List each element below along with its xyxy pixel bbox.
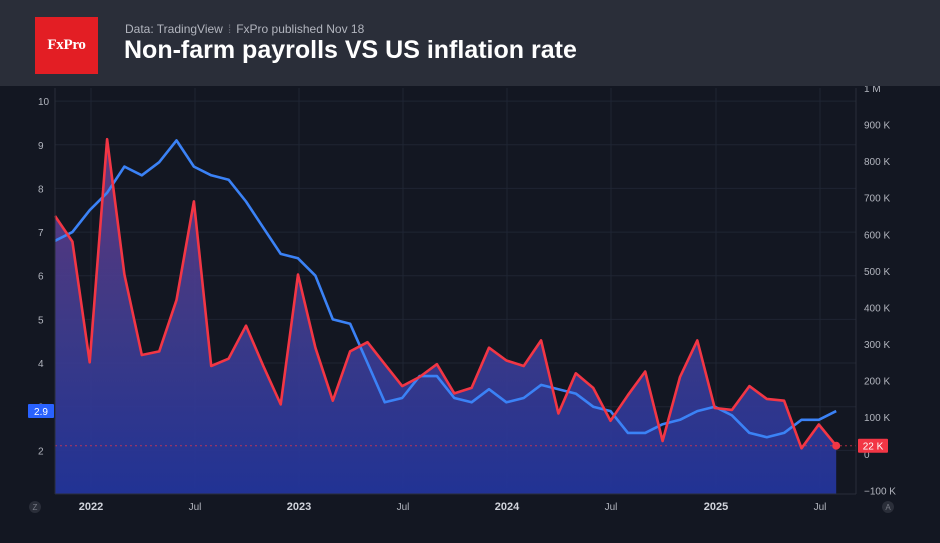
right-tick-label: −100 K — [864, 486, 896, 497]
z-axis-button-label: Z — [33, 503, 38, 512]
payrolls-line — [53, 137, 838, 450]
payrolls-value-label: 22 K — [863, 442, 884, 453]
x-tick-label: 2024 — [495, 501, 520, 513]
meta-separator: ⁞ — [227, 22, 232, 36]
left-tick-label: 7 — [38, 228, 44, 239]
data-source: Data: TradingView — [125, 22, 223, 36]
header-bar: FxPro Data: TradingView ⁞ FxPro published … — [0, 0, 940, 86]
right-tick-label: 800 K — [864, 157, 890, 168]
right-tick-label: 700 K — [864, 194, 890, 205]
inflation-line — [54, 139, 837, 439]
right-tick-label: 100 K — [864, 413, 890, 424]
x-tick-label: 2022 — [79, 501, 103, 513]
publish-info: FxPro published Nov 18 — [236, 22, 365, 36]
z-axis-button — [29, 501, 41, 513]
page-title: Non-farm payrolls VS US inflation rate — [124, 36, 577, 64]
payrolls-area-fill — [55, 139, 837, 494]
right-tick-label: 0 — [864, 450, 870, 461]
right-tick-label: 500 K — [864, 267, 890, 278]
inflation-value-label: 2.9 — [34, 407, 48, 418]
right-tick-label: 1 M — [864, 86, 881, 95]
x-tick-label: Jul — [397, 502, 410, 513]
auto-scale-button-label: A — [885, 503, 891, 512]
x-tick-label: 2023 — [287, 501, 311, 513]
right-tick-label: 300 K — [864, 340, 890, 351]
right-tick-label: 600 K — [864, 230, 890, 241]
fxpro-logo: FxPro — [35, 17, 98, 74]
left-tick-label: 2 — [38, 446, 44, 457]
left-tick-label: 10 — [38, 97, 50, 108]
right-tick-label: 900 K — [864, 121, 890, 132]
x-tick-label: 2025 — [704, 501, 728, 513]
inflation-value-badge — [28, 404, 54, 419]
right-tick-label: 400 K — [864, 303, 890, 314]
left-tick-label: 4 — [38, 359, 44, 370]
right-tick-label: 200 K — [864, 377, 890, 388]
chart-meta: Data: TradingView ⁞ FxPro published Nov 18 — [125, 22, 364, 36]
x-tick-label: Jul — [189, 502, 202, 513]
x-tick-label: Jul — [605, 502, 618, 513]
payrolls-last-point — [832, 441, 841, 450]
left-tick-label: 9 — [38, 141, 44, 152]
left-tick-label: 5 — [38, 315, 44, 326]
logo-text: FxPro — [47, 37, 86, 53]
x-tick-label: Jul — [814, 502, 827, 513]
payrolls-value-badge — [858, 438, 888, 453]
auto-scale-button — [882, 501, 894, 513]
left-tick-label: 6 — [38, 272, 44, 283]
left-tick-label: 8 — [38, 184, 44, 195]
